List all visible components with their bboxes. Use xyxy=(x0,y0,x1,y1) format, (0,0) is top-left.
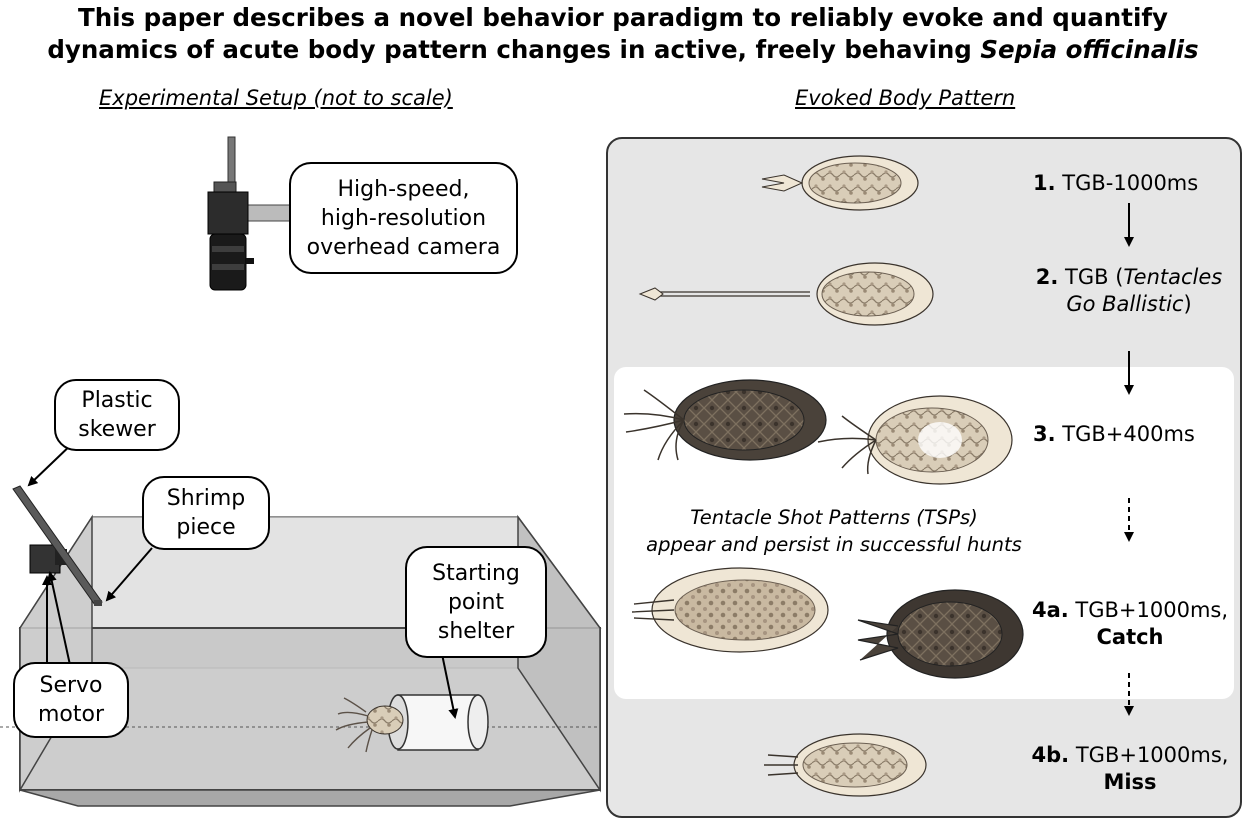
tsp-note: Tentacle Shot Patterns (TSPs) appear and… xyxy=(646,506,1022,556)
cuttlefish-tgb-plus-400-dark xyxy=(623,379,827,461)
outcome-miss: Miss xyxy=(1103,770,1157,794)
shelter-label: Starting point shelter xyxy=(405,546,547,658)
cuttlefish-tgb-plus-400-light xyxy=(817,395,1013,485)
cuttlefish-tgb-minus-1000 xyxy=(761,155,919,211)
overhead-camera xyxy=(207,136,291,291)
cuttlefish-tgb xyxy=(638,262,934,326)
cuttlefish-catch-dark xyxy=(857,589,1024,679)
figure-title: This paper describes a novel behavior pa… xyxy=(0,2,1246,66)
step-2-label: 2. TGB (Tentacles Go Ballistic) xyxy=(1035,265,1223,316)
camera-label: High-speed, high-resolution overhead cam… xyxy=(289,162,518,274)
servo-label: Servo motor xyxy=(13,662,129,738)
step-3-label: 3. TGB+400ms xyxy=(1033,422,1195,446)
cuttlefish-miss xyxy=(764,733,927,797)
title-line-2: dynamics of acute body pattern changes i… xyxy=(47,35,1199,64)
cuttlefish-in-tank xyxy=(335,697,404,753)
shrimp-label: Shrimp piece xyxy=(142,476,270,550)
plastic-skewer xyxy=(12,485,103,606)
title-line-1: This paper describes a novel behavior pa… xyxy=(78,3,1168,32)
pattern-heading: Evoked Body Pattern xyxy=(795,86,1016,110)
cuttlefish-catch-light xyxy=(631,567,829,653)
skewer-label: Plastic skewer xyxy=(54,379,180,451)
step-4b-label: 4b. TGB+1000ms, Miss xyxy=(1031,743,1229,794)
outcome-catch: Catch xyxy=(1096,625,1164,649)
step-4a-label: 4a. TGB+1000ms, Catch xyxy=(1031,598,1229,649)
step-1-label: 1. TGB-1000ms xyxy=(1033,171,1199,195)
setup-heading: Experimental Setup (not to scale) xyxy=(99,86,453,110)
species-name: Sepia officinalis xyxy=(980,35,1199,64)
